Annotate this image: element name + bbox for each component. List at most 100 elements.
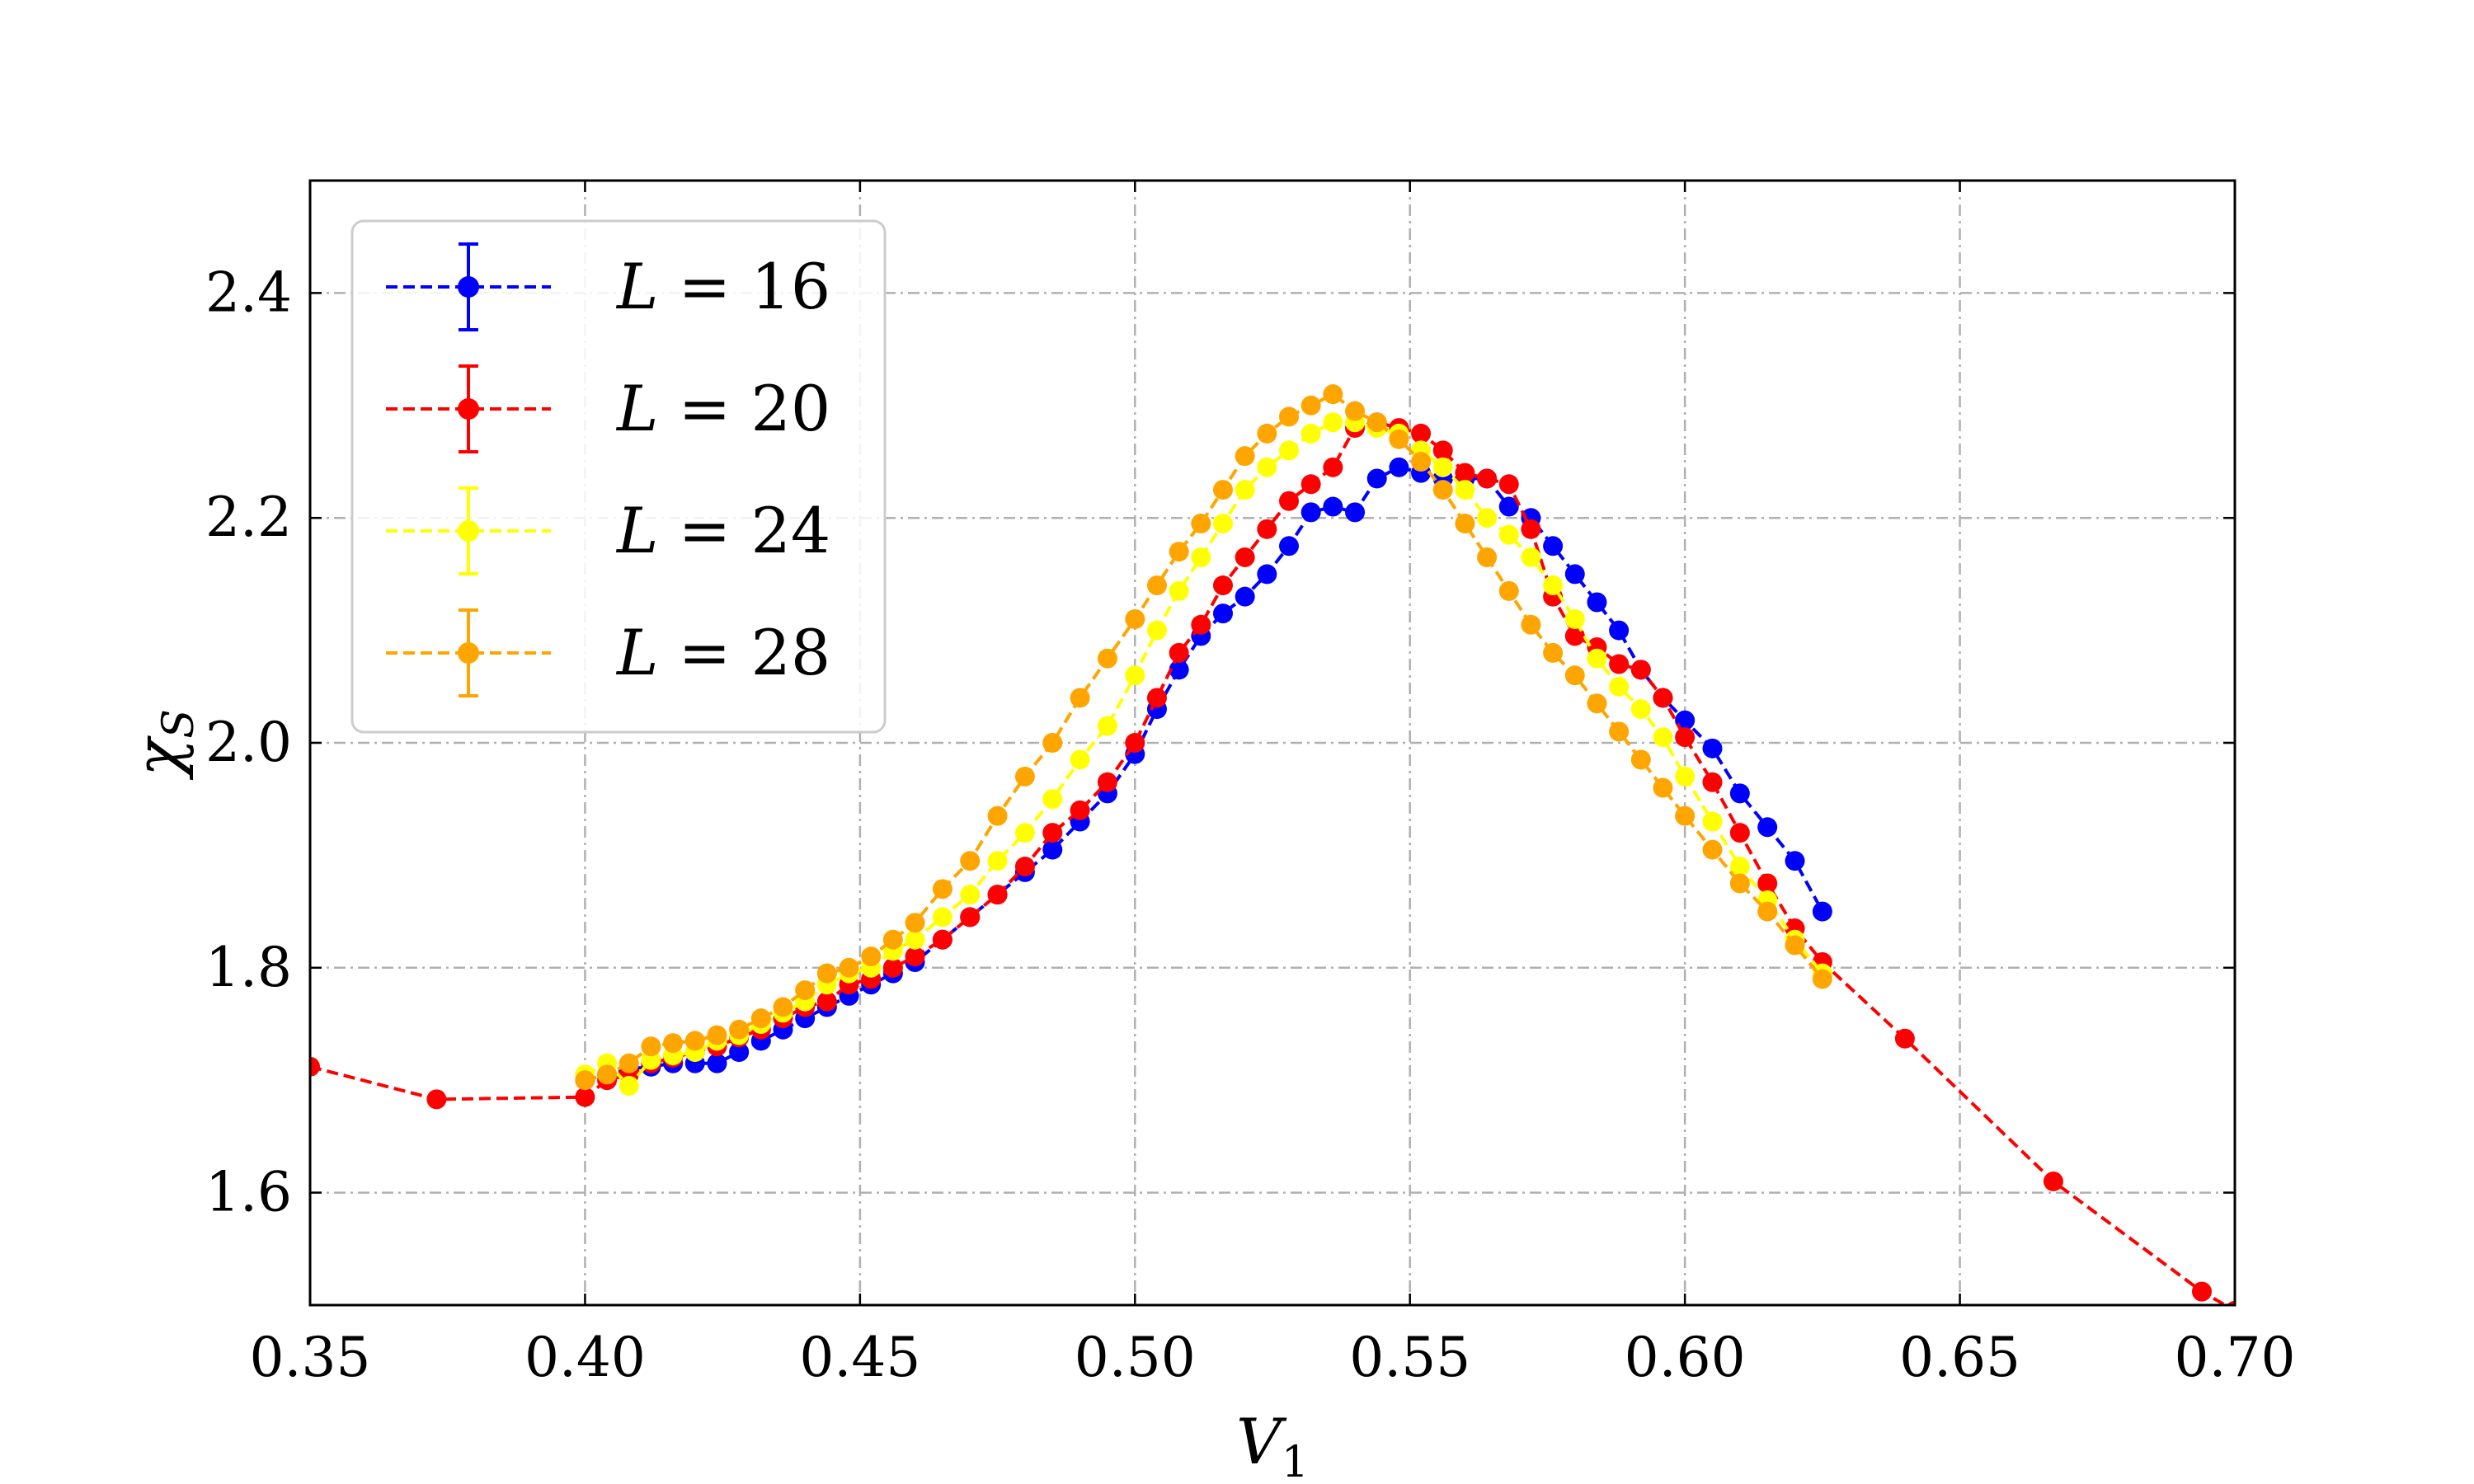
data-point (1812, 969, 1832, 989)
data-point (1498, 496, 1519, 517)
data-point (1366, 468, 1387, 489)
data-point (905, 913, 925, 933)
data-point (1702, 738, 1723, 758)
data-point (1564, 564, 1585, 585)
data-point (1609, 620, 1630, 641)
data-point (905, 929, 925, 950)
data-point (597, 1064, 618, 1085)
data-point (2043, 1171, 2063, 1191)
data-point (1212, 603, 1233, 624)
data-point (1300, 474, 1321, 495)
data-point (1169, 580, 1189, 601)
data-point (1587, 693, 1607, 714)
data-point (1097, 716, 1117, 736)
data-point (707, 1025, 727, 1045)
data-point (1543, 536, 1564, 556)
data-point (1212, 480, 1233, 500)
data-point (1498, 580, 1519, 601)
data-point (1014, 766, 1035, 787)
legend-marker (458, 398, 479, 420)
data-point (1564, 665, 1585, 686)
data-point (750, 1008, 771, 1029)
legend-marker (458, 276, 479, 298)
data-point (861, 946, 882, 967)
data-point (618, 1076, 639, 1097)
legend-entry: L = 24 (386, 486, 830, 575)
data-point (1702, 811, 1723, 832)
data-point (960, 907, 981, 928)
x-tick-label: 0.40 (524, 1326, 646, 1389)
data-point (1191, 547, 1211, 567)
data-point (1757, 901, 1778, 922)
data-point (1455, 463, 1475, 483)
series-28 (575, 384, 1832, 1091)
data-point (1070, 749, 1090, 770)
data-point (729, 1042, 750, 1063)
data-point (1477, 468, 1498, 489)
data-point (1432, 480, 1453, 500)
data-point (1345, 401, 1366, 421)
legend-marker (458, 642, 479, 664)
data-point (707, 1053, 727, 1073)
data-point (905, 946, 925, 967)
data-point (1411, 452, 1432, 472)
data-point (1785, 935, 1805, 956)
legend: L = 16 L = 20 L = 24 L = 28 (350, 219, 887, 734)
data-point (310, 1056, 320, 1077)
data-point (987, 851, 1008, 871)
data-point (1212, 514, 1233, 534)
data-point (1323, 496, 1343, 517)
data-point (1894, 1028, 1915, 1049)
data-point (1729, 823, 1750, 843)
data-point (1609, 654, 1630, 674)
x-tick-label: 0.50 (1075, 1326, 1196, 1389)
data-point (1653, 727, 1673, 748)
data-point (1070, 688, 1090, 708)
data-point (1455, 514, 1475, 534)
data-point (1432, 440, 1453, 461)
data-point (1235, 480, 1255, 500)
data-point (1042, 733, 1063, 753)
data-point (1279, 491, 1300, 511)
data-point (987, 805, 1008, 826)
legend-box (350, 219, 887, 734)
legend-marker (458, 520, 479, 542)
x-tick-label: 0.70 (2175, 1326, 2296, 1389)
data-point (1389, 429, 1409, 449)
data-point (1300, 502, 1321, 523)
data-point (1070, 800, 1090, 820)
legend-label: L = 16 (615, 250, 830, 323)
data-point (575, 1070, 595, 1091)
series-layer (310, 384, 2235, 1305)
y-tick-label: 2.0 (205, 711, 292, 774)
data-point (1279, 440, 1300, 461)
x-tick-label: 0.35 (250, 1326, 371, 1389)
x-axis-title: V1 (1236, 1405, 1309, 1484)
data-point (1300, 423, 1321, 444)
data-point (882, 957, 903, 978)
data-point (1097, 772, 1117, 792)
data-point (1042, 839, 1063, 860)
data-point (1587, 592, 1607, 613)
x-tick-label: 0.45 (799, 1326, 920, 1389)
data-point (1235, 547, 1255, 567)
legend-label: L = 28 (615, 616, 830, 689)
legend-entry: L = 28 (386, 608, 830, 697)
data-point (960, 885, 981, 905)
data-point (1812, 901, 1832, 922)
data-point (1587, 648, 1607, 669)
data-point (1125, 608, 1145, 629)
data-point (1191, 514, 1211, 534)
data-point (1169, 642, 1189, 663)
data-point (1477, 508, 1498, 528)
data-point (1675, 766, 1696, 787)
data-point (1191, 614, 1211, 635)
data-point (1702, 772, 1723, 792)
data-point (1521, 614, 1541, 635)
data-point (1521, 519, 1541, 539)
data-point (1146, 620, 1167, 641)
data-point (773, 997, 793, 1017)
data-point (641, 1036, 661, 1057)
series-line (310, 420, 2229, 1305)
data-point (1014, 857, 1035, 877)
